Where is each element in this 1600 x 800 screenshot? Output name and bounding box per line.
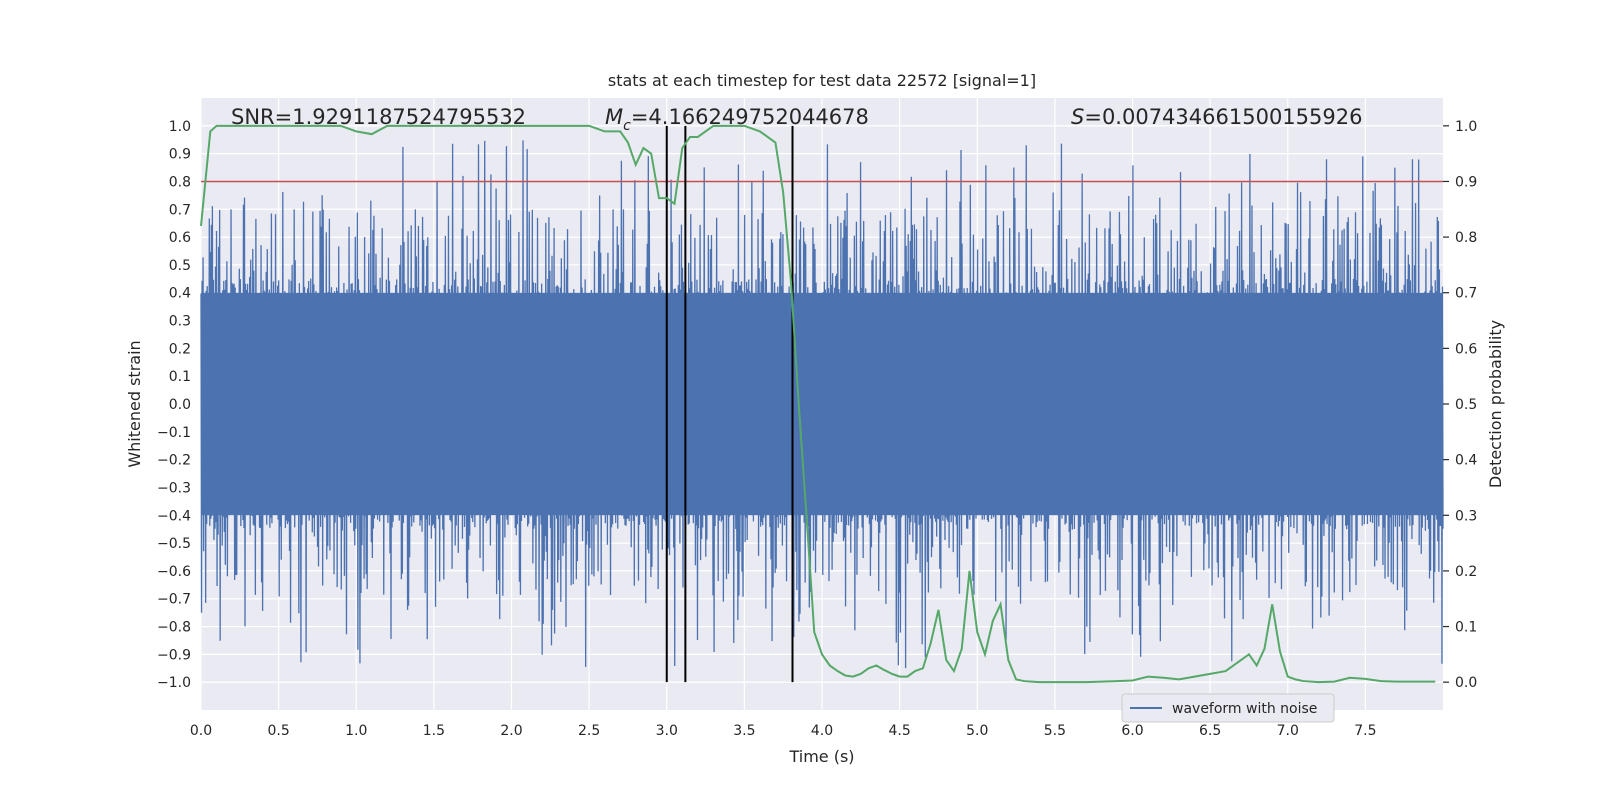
x-tick-label: 2.5 xyxy=(578,723,600,739)
y-left-tick-label: 0.0 xyxy=(169,397,191,413)
waveform-line xyxy=(200,140,1444,669)
s-symbol: S xyxy=(1071,105,1084,129)
x-tick-label: 6.0 xyxy=(1121,723,1143,739)
x-tick-label: 4.0 xyxy=(811,723,833,739)
x-tick-label: 7.5 xyxy=(1354,723,1376,739)
y-right-tick-label: 0.3 xyxy=(1455,508,1477,524)
y-left-tick-label: −0.5 xyxy=(157,536,191,552)
y-right-tick-label: 0.6 xyxy=(1455,341,1477,357)
x-tick-label: 1.5 xyxy=(423,723,445,739)
chirp-mass-annotation: Mc=4.166249752044678 xyxy=(605,105,869,134)
y-left-tick-label: 0.8 xyxy=(169,174,191,190)
legend-box xyxy=(1121,693,1335,723)
y-right-tick-label: 0.4 xyxy=(1455,453,1477,469)
legend-label: waveform with noise xyxy=(1172,701,1317,717)
y-axis-right: 0.0 0.1 0.2 0.3 0.4 0.5 0.6 0.7 0.8 0.9 1.0 xyxy=(1443,119,1477,691)
y-left-tick-label: −0.6 xyxy=(157,564,191,580)
x-tick-label: 5.0 xyxy=(966,723,988,739)
chirp-mass-symbol: M xyxy=(605,105,623,129)
y-right-tick-label: 0.9 xyxy=(1455,174,1477,190)
y-right-tick-label: 0.2 xyxy=(1455,564,1477,580)
y-left-tick-label: 0.1 xyxy=(169,369,191,385)
y-left-tick-label: 0.3 xyxy=(169,314,191,330)
y-left-tick-label: −0.2 xyxy=(157,453,191,469)
y-left-tick-label: −0.9 xyxy=(157,647,191,663)
y-axis-left-label: Whitened strain xyxy=(125,340,144,467)
y-left-tick-label: −0.1 xyxy=(157,425,191,441)
snr-annotation: SNR=1.9291187524795532 xyxy=(231,105,526,129)
x-tick-label: 3.0 xyxy=(656,723,678,739)
x-tick-label: 4.5 xyxy=(888,723,910,739)
y-right-tick-label: 0.1 xyxy=(1455,620,1477,636)
y-left-tick-label: −1.0 xyxy=(157,675,191,691)
s-value: =0.007434661500155926 xyxy=(1084,105,1362,129)
y-right-tick-label: 1.0 xyxy=(1455,119,1477,135)
chart-title: stats at each timestep for test data 225… xyxy=(608,71,1036,90)
y-left-tick-label: 1.0 xyxy=(169,119,191,135)
y-left-tick-label: 0.4 xyxy=(169,286,191,302)
x-tick-label: 7.0 xyxy=(1277,723,1299,739)
x-tick-label: 0.0 xyxy=(190,723,212,739)
y-axis-left: −1.0 −0.9 −0.8 −0.7 −0.6 −0.5 −0.4 −0.3 −0.2 −0.1… xyxy=(157,119,191,691)
y-left-tick-label: −0.8 xyxy=(157,620,191,636)
probability-line xyxy=(200,124,1436,684)
y-right-tick-label: 0.5 xyxy=(1455,397,1477,413)
y-left-tick-label: 0.6 xyxy=(169,230,191,246)
y-left-tick-label: −0.3 xyxy=(157,480,191,496)
y-left-tick-label: 0.5 xyxy=(169,258,191,274)
x-axis: 0.0 0.5 1.0 1.5 2.0 2.5 3.0 3.5 4.0 4.5 5.0 5.5 6.0 6… xyxy=(190,723,1377,739)
y-right-tick-label: 0.8 xyxy=(1455,230,1477,246)
chirp-mass-subscript: c xyxy=(623,118,631,134)
probability-series xyxy=(200,124,1436,684)
y-left-tick-label: 0.7 xyxy=(169,202,191,218)
legend: waveform with noise xyxy=(1121,693,1335,723)
y-left-tick-label: 0.9 xyxy=(169,147,191,163)
y-axis-right-label: Detection probability xyxy=(1486,320,1505,488)
waveform-series xyxy=(200,140,1444,669)
x-tick-label: 5.5 xyxy=(1044,723,1066,739)
x-tick-label: 2.0 xyxy=(500,723,522,739)
y-right-tick-label: 0.0 xyxy=(1455,675,1477,691)
x-tick-label: 3.5 xyxy=(733,723,755,739)
x-tick-label: 6.5 xyxy=(1199,723,1221,739)
y-left-tick-label: 0.2 xyxy=(169,341,191,357)
x-tick-label: 0.5 xyxy=(267,723,289,739)
s-annotation: S=0.007434661500155926 xyxy=(1071,105,1362,129)
chirp-mass-value: =4.166249752044678 xyxy=(631,105,869,129)
event-markers xyxy=(665,125,794,683)
x-axis-label: Time (s) xyxy=(788,747,854,766)
y-left-tick-label: −0.4 xyxy=(157,508,191,524)
y-left-tick-label: −0.7 xyxy=(157,592,191,608)
x-tick-label: 1.0 xyxy=(345,723,367,739)
y-right-tick-label: 0.7 xyxy=(1455,286,1477,302)
